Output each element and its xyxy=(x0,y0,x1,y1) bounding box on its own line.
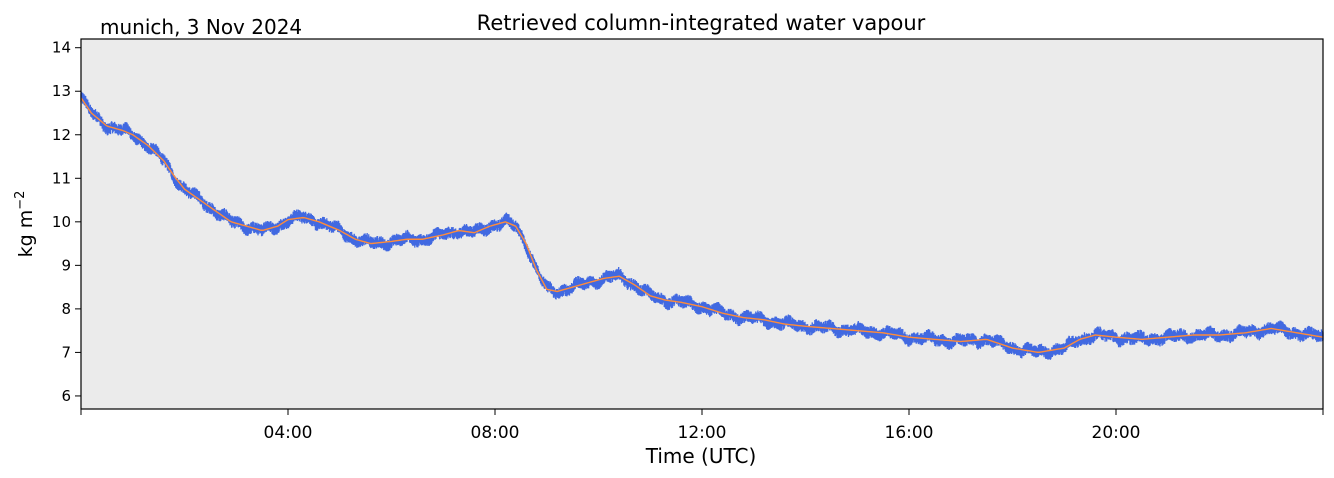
x-axis-label: Time (UTC) xyxy=(645,444,757,468)
y-tick-label-9: 9 xyxy=(61,256,71,274)
y-axis-label-base: kg m xyxy=(15,210,37,258)
smoothed-line-layer xyxy=(80,97,1324,353)
x-tick-label-12:00: 12:00 xyxy=(678,423,727,443)
chart-subtitle: munich, 3 Nov 2024 xyxy=(100,15,302,39)
y-axis-label-exponent: −2 xyxy=(13,191,28,210)
y-tick-label-8: 8 xyxy=(61,300,71,318)
y-axis: 6 7 8 9 10 11 12 13 14 xyxy=(52,39,81,405)
y-tick-label-11: 11 xyxy=(52,169,71,187)
y-tick-label-10: 10 xyxy=(52,213,71,231)
chart-title: Retrieved column-integrated water vapour xyxy=(477,11,926,35)
x-axis: 04:00 08:00 12:00 16:00 20:00 xyxy=(80,409,1324,443)
x-tick-label-20:00: 20:00 xyxy=(1092,423,1141,443)
y-tick-label-14: 14 xyxy=(52,39,71,57)
x-tick-label-08:00: 08:00 xyxy=(471,423,520,443)
x-tick-label-16:00: 16:00 xyxy=(885,423,934,443)
y-tick-label-6: 6 xyxy=(61,387,71,405)
smoothed-series-line xyxy=(80,97,1324,353)
y-tick-label-12: 12 xyxy=(52,126,71,144)
x-tick-label-04:00: 04:00 xyxy=(264,423,313,443)
y-tick-label-7: 7 xyxy=(61,343,71,361)
y-axis-label: kg m−2 xyxy=(13,191,37,258)
y-tick-label-13: 13 xyxy=(52,82,71,100)
